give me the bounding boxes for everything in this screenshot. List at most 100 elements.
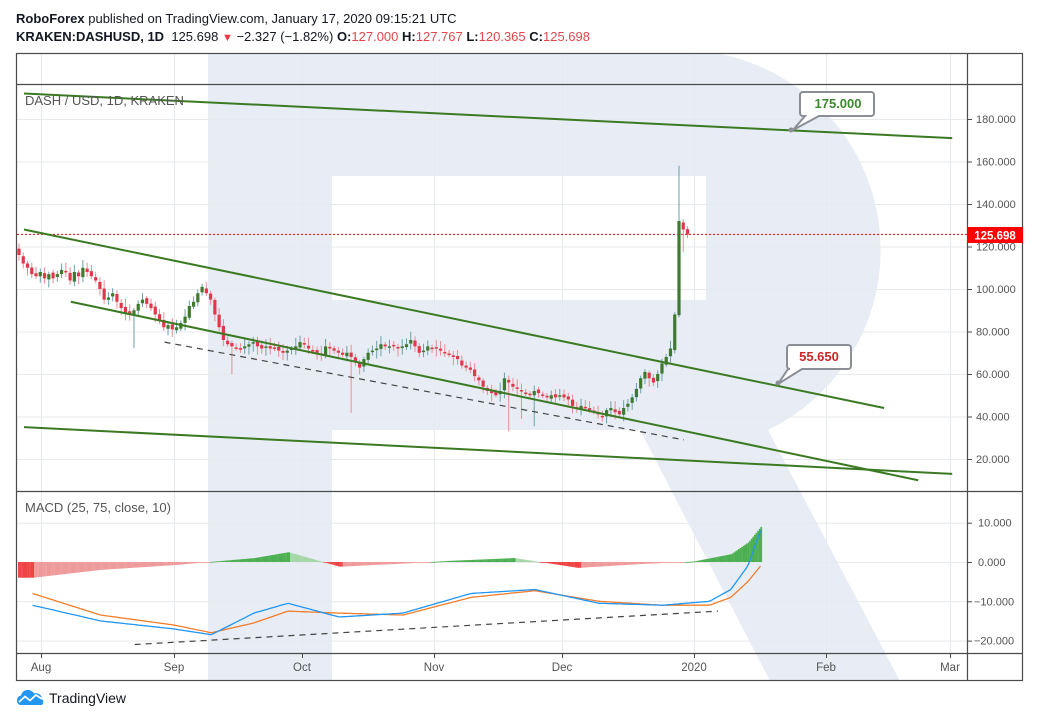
- candle: [42, 273, 47, 279]
- candle: [430, 347, 434, 350]
- candle: [647, 372, 651, 379]
- candle: [55, 274, 59, 277]
- candle: [332, 348, 336, 351]
- candle: [157, 314, 162, 321]
- price-pane[interactable]: [17, 92, 967, 482]
- dashed-trendline[interactable]: [164, 341, 685, 441]
- candle: [68, 272, 72, 281]
- candle: [102, 288, 106, 300]
- candle: [358, 362, 362, 368]
- callout-55650-label: 55.650: [799, 349, 839, 364]
- candle: [541, 394, 545, 396]
- macd-pane[interactable]: [18, 526, 763, 646]
- tradingview-brand[interactable]: TradingView: [16, 690, 126, 706]
- close-value: 125.698: [542, 29, 590, 44]
- candle: [260, 345, 264, 349]
- candle: [370, 350, 375, 353]
- candle: [545, 395, 549, 398]
- candle: [226, 340, 230, 345]
- trendline[interactable]: [23, 228, 885, 409]
- candle: [609, 408, 613, 411]
- candle: [583, 406, 587, 409]
- candle: [238, 348, 243, 350]
- candle: [455, 355, 460, 360]
- time-tick: Oct: [293, 662, 312, 674]
- candle: [511, 383, 515, 387]
- trendline[interactable]: [70, 300, 919, 482]
- candle: [349, 352, 353, 357]
- candle: [417, 346, 421, 353]
- candle: [281, 350, 285, 353]
- candle: [81, 267, 85, 278]
- candle: [613, 409, 617, 413]
- candle: [277, 346, 281, 351]
- candle: [255, 341, 260, 347]
- candle: [434, 347, 438, 349]
- callout-55650[interactable]: 55.650: [775, 344, 852, 386]
- candle: [387, 346, 392, 348]
- candle: [656, 374, 660, 382]
- watermark-logo: [208, 54, 900, 681]
- trendline[interactable]: [23, 92, 953, 140]
- candle: [639, 378, 643, 389]
- candle: [477, 377, 481, 381]
- macd-dashed-trendline[interactable]: [134, 610, 719, 646]
- candle: [622, 408, 626, 415]
- candle: [106, 297, 111, 300]
- candle: [119, 302, 123, 309]
- candle: [128, 311, 132, 315]
- candle: [72, 272, 76, 282]
- candle: [375, 348, 379, 351]
- candle: [366, 352, 370, 360]
- candle: [515, 387, 519, 389]
- candle: [209, 293, 213, 300]
- candle: [532, 391, 536, 396]
- callout-175[interactable]: 175.000: [788, 91, 875, 133]
- callout-175-label: 175.000: [815, 96, 862, 111]
- time-tick: Aug: [31, 662, 51, 674]
- price-tick: 120.000: [976, 242, 1016, 254]
- brand-label: TradingView: [49, 690, 127, 706]
- candle: [409, 340, 413, 344]
- trendline[interactable]: [23, 426, 953, 475]
- time-tick: Dec: [552, 662, 573, 674]
- candle: [421, 350, 426, 353]
- candle: [549, 395, 553, 399]
- price-tick: 160.000: [976, 157, 1016, 169]
- candle: [323, 346, 328, 356]
- candle: [123, 306, 128, 313]
- candle: [98, 281, 102, 289]
- last-price: 125.698: [171, 29, 219, 44]
- candle: [600, 415, 604, 418]
- publisher-name: RoboForex: [16, 11, 85, 26]
- candle: [153, 306, 157, 315]
- candle: [507, 379, 511, 383]
- time-tick: Feb: [816, 662, 836, 674]
- candle: [162, 319, 166, 328]
- time-axis[interactable]: Aug Sep Oct Nov Dec 2020 Feb Mar: [31, 653, 960, 674]
- candle: [681, 222, 685, 230]
- macd-tick: −10.000: [974, 596, 1014, 608]
- candle: [447, 353, 451, 356]
- candle: [217, 314, 221, 328]
- candle: [149, 303, 153, 309]
- candle: [553, 394, 558, 398]
- candle: [302, 343, 306, 345]
- candle: [677, 221, 681, 316]
- candle: [336, 350, 340, 353]
- high-value: 127.767: [415, 29, 463, 44]
- candle: [21, 256, 25, 264]
- tradingview-cloud-icon: [16, 690, 44, 705]
- candle: [145, 298, 149, 304]
- price-axis[interactable]: 20.000 40.000 60.000 80.000 100.000 120.000 14…: [967, 114, 1016, 466]
- candle: [25, 263, 30, 268]
- candle: [166, 325, 170, 329]
- candle: [140, 299, 145, 304]
- candle: [132, 310, 136, 315]
- candle: [494, 391, 498, 396]
- candle: [528, 393, 532, 396]
- price-tick: 20.000: [976, 454, 1010, 466]
- candle: [524, 392, 528, 395]
- macd-axis[interactable]: 10.000 0.000 −10.000 −20.000: [967, 518, 1014, 648]
